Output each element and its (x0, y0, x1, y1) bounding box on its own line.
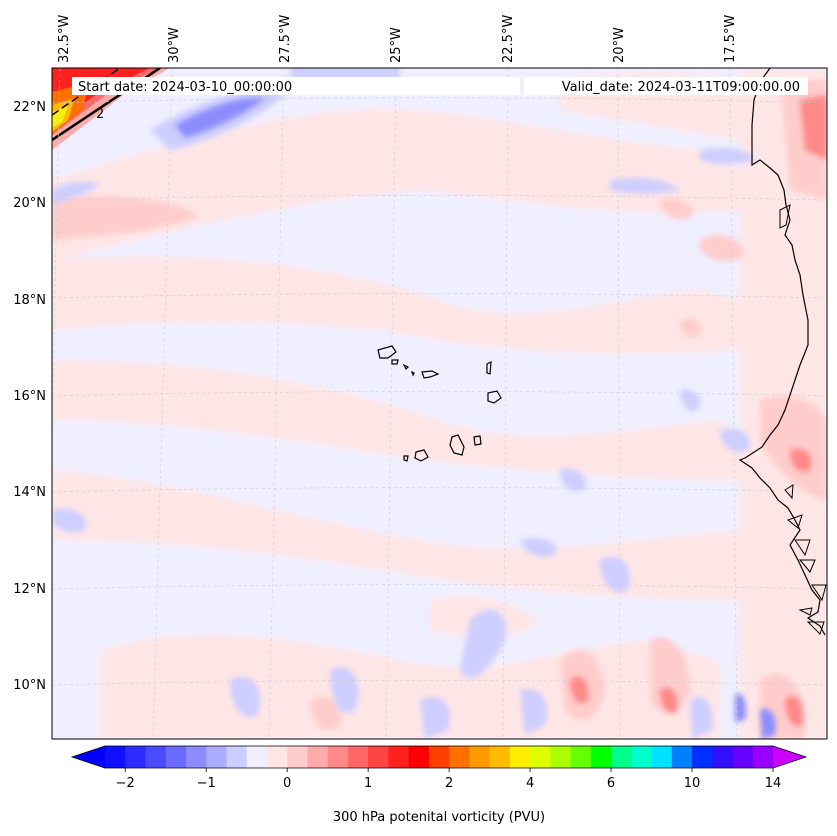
map-panel: 2 (52, 68, 827, 739)
lat-label: 16°N (13, 389, 46, 404)
africa-coastline-detail (779, 204, 827, 635)
lon-label: 17.5°W (723, 15, 738, 63)
colorbar-cell (469, 746, 491, 768)
colorbar-cell (347, 746, 369, 768)
colorbar-cell (368, 746, 389, 768)
colorbar-cell (752, 746, 774, 768)
colorbar-cells (105, 746, 774, 768)
colorbar-cell (732, 746, 754, 768)
lon-label: 32.5°W (57, 15, 72, 63)
colorbar-cell (105, 746, 126, 768)
lat-labels: 22°N 20°N 18°N 16°N 14°N 12°N 10°N (13, 100, 46, 693)
colorbar-cell (651, 746, 673, 768)
colorbar-cell (206, 746, 227, 768)
colorbar-cell (611, 746, 632, 768)
start-date-box (72, 77, 520, 95)
colorbar-tick-label: −2 (116, 776, 135, 791)
lon-label: 27.5°W (278, 15, 293, 63)
colorbar-tick-label: 2 (445, 776, 453, 791)
lat-label: 10°N (13, 678, 46, 693)
colorbar-tick-label: 1 (364, 776, 372, 791)
colorbar-tick-label: 6 (607, 776, 615, 791)
colorbar-cell (307, 746, 329, 768)
colorbar-cell (125, 746, 146, 768)
colorbar-tick-label: 14 (765, 776, 782, 791)
colorbar-cell (185, 746, 207, 768)
pv-field-blue-dark (175, 97, 776, 739)
colorbar-tick-label: 0 (283, 776, 291, 791)
lat-label: 12°N (13, 582, 46, 597)
colorbar-ticks: −2 −1 0 1 2 4 6 10 14 (116, 768, 782, 791)
colorbar-tick-label: −1 (197, 776, 216, 791)
map-frame (51, 67, 828, 740)
lon-label: 30°W (167, 27, 182, 63)
colorbar-cell (327, 746, 349, 768)
pv-field-pink (52, 80, 827, 739)
colorbar-cell (631, 746, 653, 768)
colorbar-cell (489, 746, 511, 768)
colorbar-cell (145, 746, 167, 768)
colorbar-cell (530, 746, 551, 768)
colorbar-cell (165, 746, 187, 768)
colorbar-tick-label: 10 (684, 776, 701, 791)
graticule (52, 68, 827, 739)
colorbar-cell (550, 746, 572, 768)
colorbar-cell (287, 746, 308, 768)
pv-field-red (570, 95, 827, 727)
start-date-label: Start date: 2024-03-10_00:00:00 (78, 80, 292, 95)
lat-label: 18°N (13, 293, 46, 308)
colorbar-cell (246, 746, 268, 768)
colorbar-cell (266, 746, 288, 768)
lon-label: 25°W (389, 27, 404, 63)
colorbar-cell (692, 746, 713, 768)
colorbar-extend-max (773, 746, 806, 768)
colorbar-cell (590, 746, 612, 768)
colorbar-cell (509, 746, 531, 768)
colorbar-cell (671, 746, 693, 768)
africa-coastline (738, 68, 826, 636)
valid-date-label: Valid_date: 2024-03-11T09:00:00.00 (562, 80, 800, 95)
valid-date-box (524, 77, 808, 95)
colorbar-tick-label: 4 (526, 776, 534, 791)
lat-label: 20°N (13, 196, 46, 211)
colorbar-extend-min (72, 746, 105, 768)
lon-label: 22.5°W (501, 15, 516, 63)
colorbar-outline (70, 745, 808, 769)
colorbar-cell (408, 746, 430, 768)
lat-label: 14°N (13, 485, 46, 500)
colorbar-label: 300 hPa potenital vorticity (PVU) (333, 810, 545, 825)
colorbar-cell (712, 746, 734, 768)
colorbar-cell (226, 746, 248, 768)
colorbar-cell (449, 746, 470, 768)
colorbar-cell (428, 746, 450, 768)
lat-label: 22°N (13, 100, 46, 115)
lon-label: 20°W (612, 27, 627, 63)
colorbar-cell (388, 746, 410, 768)
colorbar-cell (570, 746, 592, 768)
colorbar: −2 −1 0 1 2 4 6 10 14 300 hPa potenital vorticit… (70, 745, 808, 825)
lon-labels: 32.5°W 30°W 27.5°W 25°W 22.5°W 20°W 17.5… (57, 15, 738, 63)
cape-verde-islands (377, 345, 502, 462)
contour-label: 2 (96, 107, 104, 122)
